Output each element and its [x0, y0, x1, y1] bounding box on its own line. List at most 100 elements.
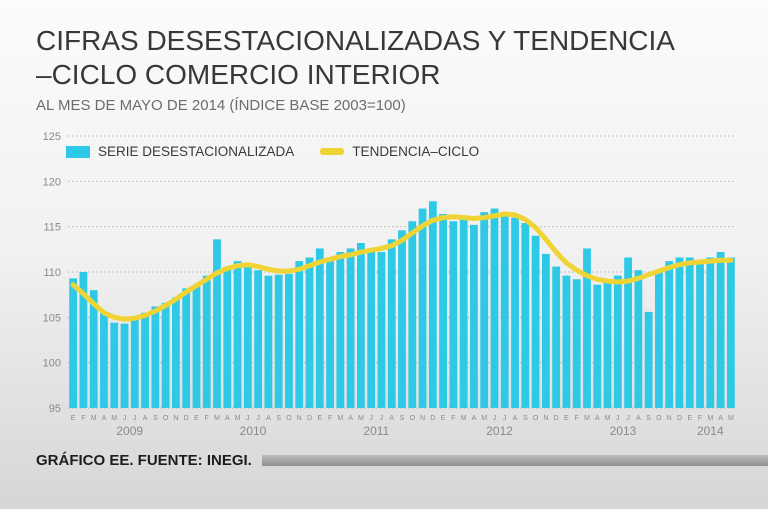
y-tick-label: 115: [43, 222, 61, 234]
series-swatch: [66, 145, 90, 158]
month-label: S: [400, 415, 405, 422]
month-label: M: [481, 415, 487, 422]
page-title-line2: –CICLO COMERCIO INTERIOR: [36, 58, 441, 90]
y-tick-label: 120: [43, 177, 61, 189]
month-label: J: [133, 415, 137, 422]
bar: [233, 261, 242, 409]
month-label: D: [307, 415, 312, 422]
chart-subtitle: AL MES DE MAYO DE 2014 (ÍNDICE BASE 2003…: [36, 97, 406, 115]
month-label: J: [503, 415, 507, 422]
bar: [552, 266, 561, 409]
bar: [655, 270, 663, 409]
month-label: O: [656, 415, 662, 422]
month-label: F: [328, 415, 332, 422]
y-tick-label: 100: [43, 358, 61, 370]
bar: [480, 212, 489, 409]
bar: [665, 261, 674, 409]
footer-divider-bar: [261, 455, 768, 467]
bar: [675, 257, 684, 409]
bar: [141, 312, 149, 409]
bar: [459, 219, 468, 409]
page-title: CIFRAS DESESTACIONALIZADAS Y TENDENCIA –…: [36, 24, 768, 91]
bar: [408, 221, 417, 409]
bar: [685, 257, 694, 409]
month-label: O: [163, 415, 169, 422]
month-label: A: [102, 415, 107, 422]
y-tick-label: 110: [43, 267, 61, 279]
month-label: M: [728, 415, 734, 422]
month-label: D: [677, 415, 682, 422]
bar: [315, 248, 324, 409]
bar: [243, 266, 252, 409]
bar: [346, 248, 355, 409]
bar: [326, 257, 334, 409]
month-label: S: [523, 415, 528, 422]
month-label: F: [451, 415, 455, 422]
bar: [336, 252, 345, 409]
bar: [356, 243, 365, 409]
month-label: M: [707, 415, 713, 422]
month-label: O: [286, 415, 292, 422]
month-label: E: [687, 415, 692, 422]
bar: [254, 270, 263, 409]
bar: [202, 275, 211, 409]
source-credit: GRÁFICO EE. FUENTE: INEGI.: [36, 452, 252, 470]
month-label: N: [297, 415, 302, 422]
month-label: O: [410, 415, 416, 422]
month-label: E: [71, 415, 76, 422]
year-label: 2010: [240, 424, 267, 438]
month-label: M: [235, 415, 241, 422]
bar: [613, 275, 622, 409]
month-label: E: [317, 415, 322, 422]
bar: [274, 274, 283, 409]
month-label: E: [194, 415, 199, 422]
chart-area: SERIE DESESTACIONALIZADA TENDENCIA–CICLO…: [36, 124, 768, 444]
trend-line: [70, 211, 734, 322]
bar: [172, 297, 180, 409]
content: CIFRAS DESESTACIONALIZADAS Y TENDENCIA –…: [36, 24, 768, 470]
bar: [192, 284, 201, 409]
bar: [110, 322, 119, 409]
bar: [706, 257, 715, 409]
bar: [634, 270, 643, 409]
month-label: S: [646, 415, 651, 422]
year-label: 2009: [116, 424, 143, 438]
bar: [593, 284, 602, 409]
bar: [603, 279, 612, 409]
bar: [418, 208, 427, 409]
bar: [120, 323, 129, 409]
bar: [521, 223, 530, 409]
bar: [161, 303, 170, 409]
month-label: A: [389, 415, 394, 422]
bar: [716, 252, 725, 409]
month-label: A: [143, 415, 148, 422]
bar: [531, 235, 540, 409]
y-tick-label: 95: [49, 403, 61, 415]
bar: [726, 257, 735, 409]
month-label: A: [636, 415, 641, 422]
legend-trend-label: TENDENCIA–CICLO: [352, 144, 480, 160]
bar: [367, 248, 376, 409]
month-label: D: [430, 415, 435, 422]
month-label: J: [616, 415, 620, 422]
month-label: M: [111, 415, 117, 422]
legend-item-trend: TENDENCIA–CICLO: [320, 144, 479, 159]
bar: [562, 275, 571, 409]
month-label: A: [348, 415, 353, 422]
month-label: M: [214, 415, 220, 422]
month-label: E: [564, 415, 569, 422]
month-label: M: [605, 415, 611, 422]
bar: [500, 212, 509, 409]
bar: [583, 248, 591, 409]
bar: [511, 217, 519, 409]
bar: [572, 279, 581, 409]
bar: [644, 312, 653, 409]
legend-series-label: SERIE DESESTACIONALIZADA: [98, 144, 295, 160]
month-label: A: [225, 415, 230, 422]
bar: [130, 317, 139, 409]
month-label: D: [554, 415, 559, 422]
month-label: J: [493, 415, 497, 422]
month-label: F: [205, 415, 209, 422]
